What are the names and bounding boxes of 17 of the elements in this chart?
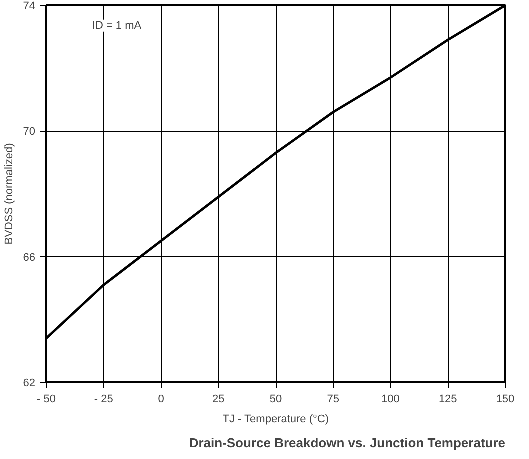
x-tick-label: 150 <box>496 394 515 406</box>
text: Drain-Source Breakdown vs. Junction Temperature <box>189 436 506 450</box>
x-tick-label: 50 <box>270 394 282 406</box>
x-tick-label: 75 <box>327 394 340 406</box>
x-tick-label: - 25 <box>94 394 114 406</box>
y-tick-label: 70 <box>23 126 36 138</box>
y-tick-label: 66 <box>23 252 36 264</box>
x-tick-label: 0 <box>158 394 164 406</box>
x-tick-label: 25 <box>212 394 225 406</box>
y-axis-title: BVDSS (normalized) <box>3 143 16 245</box>
x-axis-title: TJ - Temperature (°C) <box>222 414 330 426</box>
x-tick-label: 125 <box>438 394 458 406</box>
annotation: ID = 1 mA <box>92 20 142 32</box>
x-tick-label: - 50 <box>37 394 56 406</box>
x-tick-label: 100 <box>382 394 400 406</box>
y-tick-label: 62 <box>23 378 36 390</box>
y-tick-label: 74 <box>23 0 36 12</box>
